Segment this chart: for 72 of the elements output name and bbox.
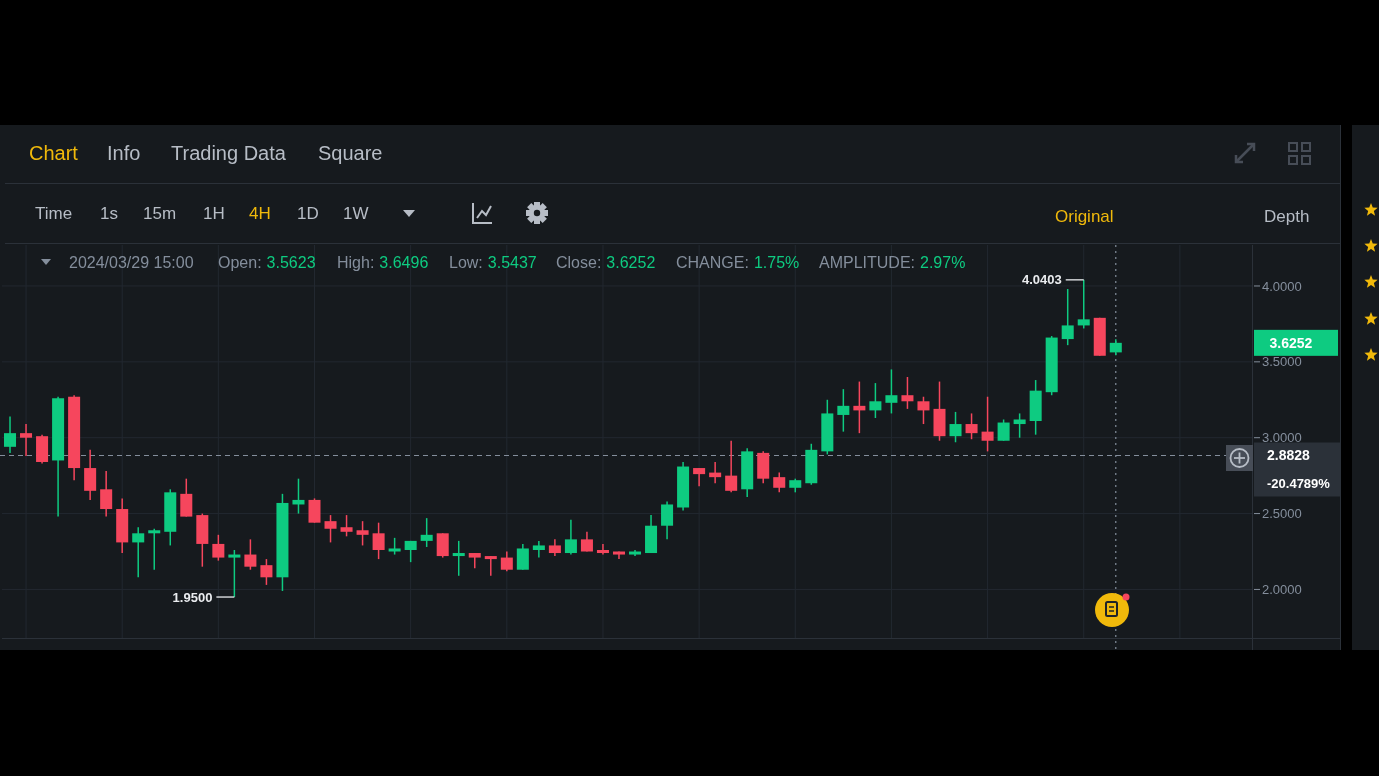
text: 3.6252 xyxy=(1269,334,1313,351)
candlestick xyxy=(1061,288,1074,346)
candlestick xyxy=(340,514,353,538)
candlestick xyxy=(324,514,337,544)
y-tick-label: 4.0000 xyxy=(1262,278,1302,294)
candlestick xyxy=(372,521,385,560)
candlestick xyxy=(452,540,465,577)
candlestick xyxy=(1077,279,1090,330)
candlestick xyxy=(693,467,706,488)
annotation: 1.9500 xyxy=(172,589,213,605)
annotation: CHANGE: 1.75% xyxy=(676,254,800,271)
candlestick xyxy=(661,500,674,541)
candlestick xyxy=(885,368,898,415)
ref-line-label: 2.8828 xyxy=(1267,447,1311,464)
candlestick xyxy=(917,395,930,425)
y-tick-label: 2.0000 xyxy=(1262,581,1302,597)
candlestick xyxy=(308,497,321,524)
candlestick xyxy=(212,534,225,562)
annotation: High: 3.6496 xyxy=(337,254,429,271)
candlestick xyxy=(228,549,241,598)
candlestick xyxy=(180,477,193,518)
y-tick-label: 2.5000 xyxy=(1262,506,1302,522)
candlestick xyxy=(532,540,545,559)
candlestick xyxy=(997,418,1010,442)
candlestick xyxy=(436,532,449,559)
candlestick xyxy=(580,531,593,553)
candlestick xyxy=(516,543,529,571)
candlestick xyxy=(564,518,577,556)
candlestick xyxy=(100,470,113,518)
candlestick xyxy=(260,558,273,586)
annotation: AMPLITUDE: 2.97% xyxy=(819,254,966,271)
candlestick xyxy=(725,439,738,494)
text: 4H xyxy=(249,204,271,223)
candlestick xyxy=(356,520,369,547)
y-tick-label: 3.0000 xyxy=(1262,430,1302,446)
text: Time xyxy=(35,204,73,223)
candlestick xyxy=(773,471,786,494)
candlestick xyxy=(965,412,978,440)
text: Original xyxy=(1055,207,1114,226)
candlestick xyxy=(1013,412,1026,439)
text: -20.4789% xyxy=(1267,476,1331,492)
candlestick xyxy=(500,550,513,572)
text: 1s xyxy=(100,204,118,223)
candlestick xyxy=(132,526,145,579)
text: Chart xyxy=(29,142,79,164)
text: 1H xyxy=(203,204,225,223)
candlestick xyxy=(901,376,914,410)
text: Depth xyxy=(1264,207,1310,226)
text: 1D xyxy=(297,204,319,223)
text: 1W xyxy=(343,204,369,223)
annotation: 2024/03/29 15:00 xyxy=(69,254,194,271)
candlestick xyxy=(84,449,97,501)
candlestick xyxy=(981,395,994,453)
candlestick xyxy=(837,388,850,433)
candlestick xyxy=(596,543,609,556)
annotation: Open: 3.5623 xyxy=(218,254,316,271)
text: 15m xyxy=(143,204,177,223)
candlestick xyxy=(4,415,17,454)
annotation: 4.0403 xyxy=(1021,272,1062,288)
annotation: Low: 3.5437 xyxy=(449,254,537,271)
candlestick xyxy=(949,411,962,444)
candlestick xyxy=(20,423,33,457)
candlestick xyxy=(244,538,257,571)
text: Trading Data xyxy=(171,142,287,164)
candlestick xyxy=(420,517,433,548)
candlestick xyxy=(869,382,882,419)
text: Info xyxy=(107,142,141,164)
y-tick-label: 3.5000 xyxy=(1262,354,1302,370)
text: Square xyxy=(318,142,383,164)
candlestick xyxy=(484,555,497,577)
candlestick xyxy=(148,528,161,571)
annotation: Close: 3.6252 xyxy=(556,254,656,271)
